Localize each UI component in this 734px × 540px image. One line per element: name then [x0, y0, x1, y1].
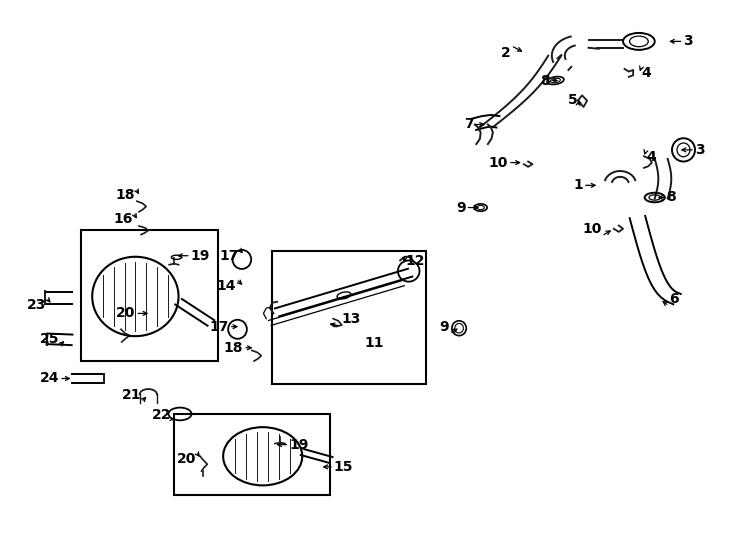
Text: 11: 11 [365, 335, 384, 349]
Text: 8: 8 [666, 191, 676, 205]
Text: 4: 4 [646, 150, 656, 164]
Text: 9: 9 [456, 200, 465, 214]
Text: 21: 21 [122, 388, 141, 402]
Text: 22: 22 [152, 408, 171, 422]
Text: 20: 20 [176, 451, 196, 465]
Text: 17: 17 [219, 249, 239, 263]
Text: 24: 24 [40, 372, 59, 386]
Bar [174, 414, 330, 495]
Text: 1: 1 [573, 178, 583, 192]
Text: 18: 18 [224, 341, 243, 355]
Text: 16: 16 [114, 212, 133, 226]
Text: 13: 13 [341, 312, 360, 326]
Text: 3: 3 [683, 35, 693, 49]
Text: 8: 8 [540, 73, 550, 87]
Text: 20: 20 [116, 306, 135, 320]
Text: 18: 18 [116, 188, 135, 202]
Text: 4: 4 [642, 66, 652, 80]
Text: 17: 17 [209, 320, 229, 334]
Text: 23: 23 [27, 298, 46, 312]
Text: 9: 9 [440, 320, 449, 334]
Bar [272, 252, 426, 384]
Text: 2: 2 [501, 45, 511, 59]
Text: 6: 6 [669, 292, 679, 306]
Text: 10: 10 [489, 156, 508, 170]
Text: 15: 15 [334, 460, 353, 474]
Text: 19: 19 [191, 249, 210, 263]
Text: 19: 19 [289, 437, 309, 451]
Text: 3: 3 [695, 143, 705, 157]
Text: 12: 12 [405, 254, 425, 268]
Text: 10: 10 [582, 222, 601, 236]
Text: 25: 25 [40, 332, 59, 346]
Text: 5: 5 [568, 93, 578, 107]
Text: 14: 14 [217, 279, 236, 293]
Text: 7: 7 [464, 118, 473, 131]
Bar [81, 230, 218, 361]
